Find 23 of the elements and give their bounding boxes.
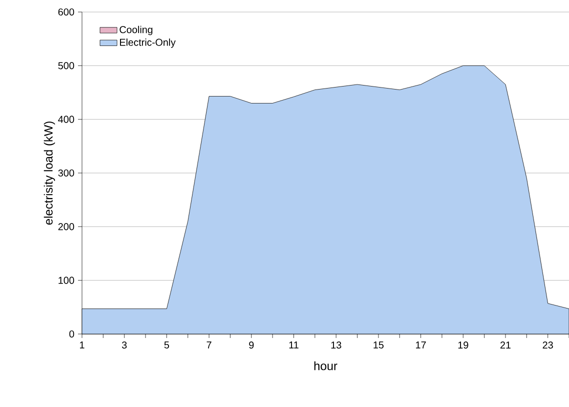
x-tick-label: 11 bbox=[289, 342, 298, 348]
y-tick-label: 400 bbox=[58, 116, 74, 123]
y-tick-label: 500 bbox=[58, 62, 74, 70]
x-tick-label: 15 bbox=[374, 342, 384, 348]
x-tick-label: 7 bbox=[206, 342, 212, 348]
x-tick-label: 9 bbox=[249, 342, 254, 349]
legend-label: Electric-Only bbox=[120, 38, 176, 48]
x-axis-title: hour bbox=[314, 361, 338, 370]
y-axis-title: electrisity load (kW) bbox=[44, 122, 56, 225]
x-tick-label: 23 bbox=[542, 342, 553, 349]
y-tick-label: 200 bbox=[58, 223, 74, 230]
x-tick-label: 3 bbox=[122, 342, 127, 349]
x-tick-label: 19 bbox=[458, 342, 468, 349]
y-tick-label: 300 bbox=[58, 169, 74, 177]
y-tick-label: 600 bbox=[58, 8, 74, 16]
x-tick-label: 1 bbox=[80, 342, 84, 348]
x-tick-label: 21 bbox=[500, 342, 511, 348]
x-tick-label: 5 bbox=[164, 342, 170, 348]
x-tick-label: 17 bbox=[416, 342, 426, 348]
y-tick-label: 0 bbox=[69, 330, 74, 338]
legend-label: Cooling bbox=[120, 26, 152, 36]
y-tick-label: 100 bbox=[58, 276, 74, 284]
x-tick-label: 13 bbox=[331, 342, 342, 349]
